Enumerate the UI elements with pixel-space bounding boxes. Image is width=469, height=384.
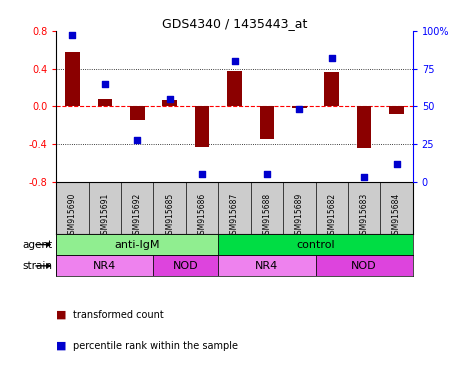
Text: NOD: NOD (173, 261, 199, 271)
Bar (56, 234, 218, 255)
Point (231, 58, 238, 64)
Bar (260, 106, 274, 139)
Point (198, 171, 206, 177)
Point (69, 32, 76, 38)
Bar (98, 99, 112, 106)
Text: ■: ■ (56, 341, 67, 351)
Bar (292, 106, 307, 108)
Point (393, 161, 400, 167)
Bar (195, 106, 209, 147)
Bar (65, 51, 80, 106)
Text: ■: ■ (56, 310, 67, 320)
Point (263, 171, 271, 177)
Bar (227, 71, 242, 106)
Text: NR4: NR4 (93, 261, 116, 271)
Point (295, 106, 303, 113)
Point (101, 81, 109, 87)
Text: NR4: NR4 (255, 261, 279, 271)
Bar (316, 255, 413, 276)
Text: anti-IgM: anti-IgM (114, 240, 160, 250)
Text: agent: agent (23, 240, 53, 250)
Bar (56, 255, 153, 276)
Text: control: control (296, 240, 335, 250)
Text: transformed count: transformed count (73, 310, 163, 320)
Bar (389, 106, 404, 114)
Point (166, 96, 174, 102)
Text: strain: strain (23, 261, 53, 271)
Point (134, 137, 141, 143)
Point (328, 55, 335, 61)
Text: percentile rank within the sample: percentile rank within the sample (73, 341, 238, 351)
Title: GDS4340 / 1435443_at: GDS4340 / 1435443_at (162, 17, 307, 30)
Bar (357, 106, 371, 148)
Bar (218, 255, 316, 276)
Bar (325, 72, 339, 106)
Bar (218, 234, 413, 255)
Bar (130, 106, 144, 119)
Bar (153, 255, 218, 276)
Text: NOD: NOD (351, 261, 377, 271)
Bar (162, 100, 177, 106)
Point (360, 174, 368, 180)
